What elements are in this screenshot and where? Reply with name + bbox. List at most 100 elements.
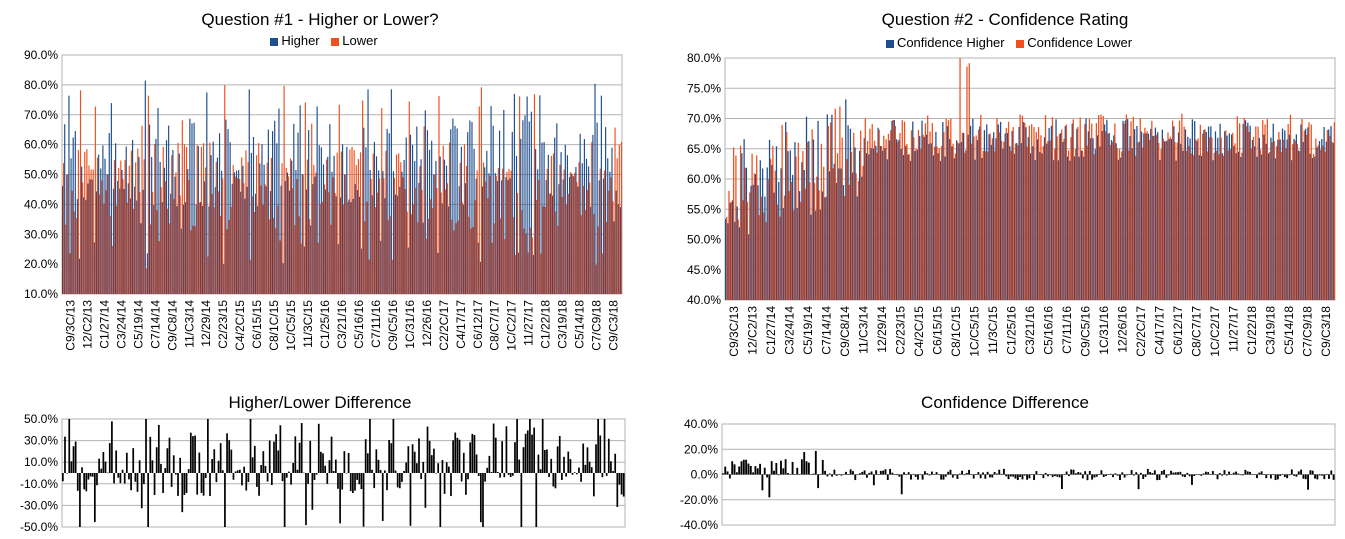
- bar-difference: [1318, 474, 1321, 476]
- bar-confidence-lower: [1042, 146, 1044, 300]
- bar-difference: [362, 473, 365, 527]
- bar-difference: [164, 468, 167, 473]
- bar-confidence-lower: [991, 138, 994, 300]
- bar-lower: [542, 206, 544, 294]
- bar-confidence-higher: [1254, 146, 1256, 300]
- bar-lower: [107, 174, 109, 294]
- bar-lower: [357, 159, 359, 294]
- bar-higher: [155, 138, 157, 294]
- bar-higher: [490, 106, 492, 294]
- bar-difference: [125, 452, 128, 473]
- bar-difference: [803, 452, 806, 475]
- bar-difference: [473, 435, 476, 473]
- bar-confidence-higher: [1168, 138, 1170, 300]
- bar-higher: [407, 247, 409, 294]
- bar-confidence-lower: [839, 106, 841, 301]
- bar-confidence-higher: [886, 159, 889, 300]
- bar-lower: [521, 210, 523, 294]
- bar-confidence-higher: [907, 154, 909, 300]
- bar-difference: [1309, 470, 1312, 475]
- bar-difference: [123, 473, 126, 484]
- bar-difference: [610, 461, 612, 473]
- bar-confidence-higher: [960, 142, 962, 300]
- bar-difference: [1265, 474, 1268, 479]
- bar-confidence-higher: [953, 158, 956, 300]
- bar-confidence-higher: [1004, 133, 1006, 300]
- bar-higher: [187, 169, 189, 294]
- bar-lower: [164, 181, 166, 294]
- bar-difference: [452, 440, 454, 473]
- bar-higher: [286, 172, 289, 294]
- bar-difference: [1030, 474, 1033, 475]
- bar-confidence-higher: [817, 120, 819, 300]
- bar-confidence-lower: [1137, 142, 1139, 300]
- bar-higher: [134, 186, 136, 294]
- bar-confidence-lower: [1241, 152, 1243, 300]
- bar-difference: [221, 470, 224, 473]
- bar-difference: [1119, 474, 1121, 481]
- bar-difference: [1288, 474, 1291, 476]
- bar-difference: [1144, 474, 1147, 477]
- bar-lower: [160, 187, 162, 294]
- bar-confidence-higher: [771, 164, 773, 300]
- bar-lower: [126, 202, 128, 294]
- bar-higher: [465, 183, 467, 294]
- bar-lower: [432, 208, 434, 294]
- bar-higher: [420, 159, 422, 294]
- bar-difference: [507, 473, 510, 475]
- bar-difference: [307, 473, 309, 484]
- bar-difference: [1116, 474, 1119, 476]
- bar-difference: [300, 423, 303, 473]
- bar-confidence-lower: [786, 132, 788, 300]
- bar-confidence-lower: [1068, 150, 1070, 300]
- bar-confidence-lower: [975, 135, 977, 300]
- x-tick-label: C3/21/16: [335, 300, 349, 349]
- bar-difference: [1028, 474, 1031, 479]
- bar-lower: [599, 168, 601, 294]
- bar-higher: [119, 188, 121, 294]
- bar-difference: [826, 474, 829, 477]
- bar-difference: [810, 474, 813, 475]
- bar-confidence-higher: [937, 153, 939, 300]
- bar-difference: [1300, 469, 1303, 475]
- bar-lower: [162, 146, 164, 294]
- bar-higher: [265, 186, 267, 294]
- bar-lower: [480, 87, 482, 294]
- bar-difference: [192, 436, 194, 473]
- bar-higher: [535, 149, 537, 294]
- bar-confidence-higher: [1083, 156, 1085, 300]
- bar-difference: [875, 470, 878, 475]
- bar-higher: [261, 144, 263, 294]
- bar-difference: [337, 473, 339, 489]
- bar-difference: [330, 436, 333, 473]
- bar-higher: [367, 89, 369, 294]
- bar-difference: [1007, 474, 1010, 480]
- bar-higher: [272, 131, 274, 294]
- bar-difference: [1063, 474, 1066, 475]
- bar-difference: [281, 473, 284, 482]
- bar-lower: [122, 179, 124, 294]
- bar-difference: [328, 460, 331, 473]
- bar-difference: [217, 460, 220, 473]
- bar-confidence-higher: [1309, 153, 1311, 300]
- bar-lower: [251, 196, 253, 294]
- bar-higher: [592, 134, 594, 294]
- bar-difference: [366, 453, 369, 473]
- x-tick-label: 1C/C5/15: [284, 300, 298, 351]
- bar-confidence-lower: [1061, 129, 1063, 300]
- bar-difference: [501, 441, 504, 473]
- bar-difference: [198, 452, 201, 473]
- bar-confidence-lower: [1167, 132, 1169, 300]
- x-tick-label: C9/C5/16: [1078, 306, 1092, 357]
- bar-difference: [1040, 474, 1042, 475]
- bar-difference: [343, 451, 346, 473]
- bar-confidence-higher: [1136, 125, 1138, 301]
- bar-confidence-lower: [1264, 124, 1266, 300]
- y-tick-label: 10.0%: [24, 455, 58, 469]
- bar-confidence-higher: [1332, 142, 1334, 300]
- x-tick-label: C9/C3/18: [607, 300, 621, 351]
- bar-difference: [768, 474, 771, 498]
- bar-confidence-higher: [775, 146, 778, 300]
- bar-difference: [1000, 473, 1003, 475]
- bar-lower: [574, 172, 576, 294]
